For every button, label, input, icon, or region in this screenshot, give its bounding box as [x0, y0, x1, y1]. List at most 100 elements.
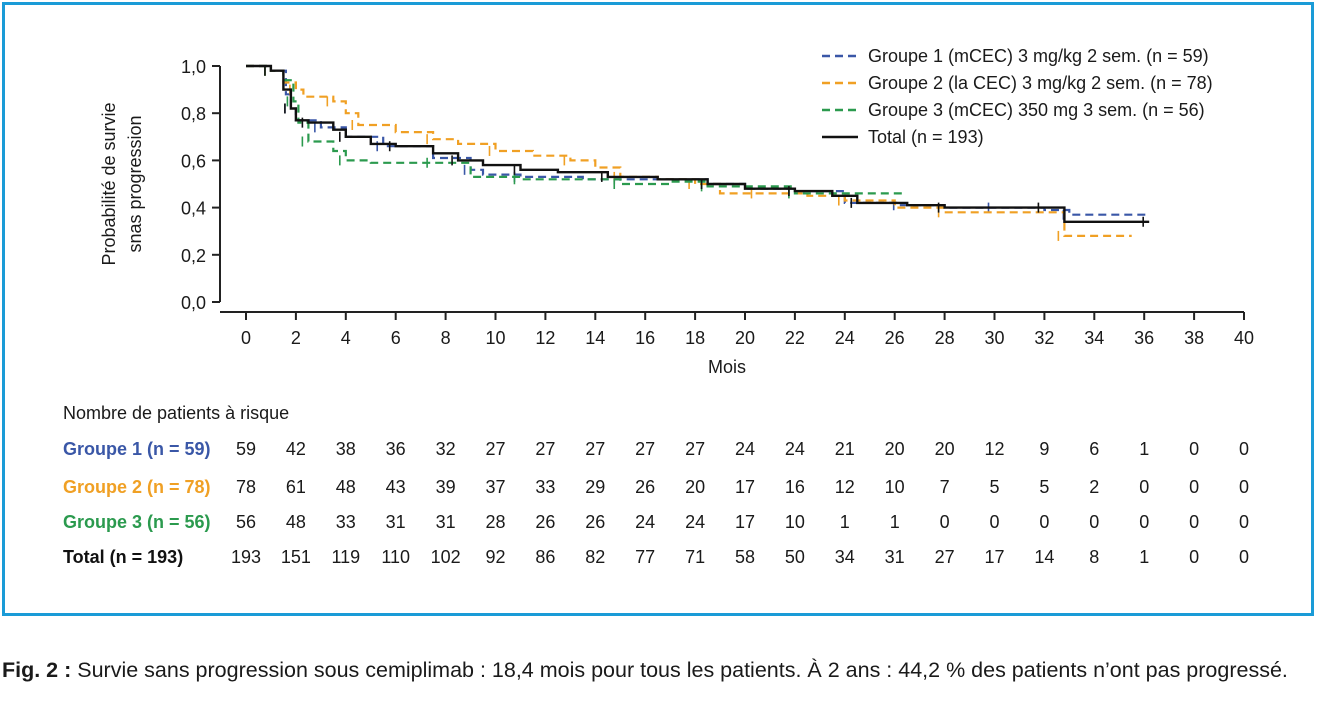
risk-cell: 10: [885, 477, 905, 497]
risk-cell: 33: [535, 477, 555, 497]
risk-cell: 5: [989, 477, 999, 497]
risk-cell: 24: [785, 439, 805, 459]
x-tick-label: 8: [441, 328, 451, 348]
risk-cell: 12: [835, 477, 855, 497]
risk-cell: 0: [1239, 477, 1249, 497]
risk-cell: 37: [485, 477, 505, 497]
risk-cell: 0: [1239, 512, 1249, 532]
risk-cell: 82: [585, 547, 605, 567]
risk-cell: 9: [1039, 439, 1049, 459]
risk-cell: 27: [935, 547, 955, 567]
legend: Groupe 1 (mCEC) 3 mg/kg 2 sem. (n = 59) G…: [822, 46, 1213, 147]
risk-cell: 33: [336, 512, 356, 532]
risk-cell: 61: [286, 477, 306, 497]
risk-cell: 0: [1189, 547, 1199, 567]
risk-cell: 110: [381, 547, 410, 567]
risk-cell: 24: [635, 512, 655, 532]
risk-cell: 36: [386, 439, 406, 459]
risk-cell: 1: [1139, 439, 1149, 459]
risk-row-label: Total (n = 193): [63, 547, 183, 567]
risk-cell: 24: [685, 512, 705, 532]
curve-3: [246, 64, 903, 195]
risk-cell: 12: [984, 439, 1004, 459]
risk-cell: 10: [785, 512, 805, 532]
risk-cell: 78: [236, 477, 256, 497]
risk-cell: 6: [1089, 439, 1099, 459]
risk-cell: 1: [840, 512, 850, 532]
x-tick-label: 12: [535, 328, 555, 348]
x-axis-title: Mois: [708, 357, 746, 377]
y-axis-title-line: Probabilité de survie: [99, 102, 119, 265]
x-tick-label: 22: [785, 328, 805, 348]
x-tick-label: 40: [1234, 328, 1254, 348]
x-tick-label: 14: [585, 328, 605, 348]
risk-cell: 32: [436, 439, 456, 459]
y-tick-label: 0,0: [181, 293, 206, 313]
risk-cell: 17: [735, 477, 755, 497]
x-tick-label: 28: [935, 328, 955, 348]
risk-cell: 7: [940, 477, 950, 497]
risk-cell: 31: [436, 512, 456, 532]
x-tick-label: 4: [341, 328, 351, 348]
y-tick-label: 1,0: [181, 57, 206, 77]
survival-chart: 0,00,20,40,60,81,00 2 4 6 8 10 12 14 16 18 20 22 24 2…: [63, 46, 1254, 567]
risk-cell: 27: [485, 439, 505, 459]
risk-cell: 58: [735, 547, 755, 567]
risk-cell: 28: [485, 512, 505, 532]
risk-cell: 26: [635, 477, 655, 497]
risk-cell: 31: [386, 512, 406, 532]
risk-cell: 1: [890, 512, 900, 532]
survival-curves: [246, 64, 1150, 241]
y-axis-title: Probabilité de survie snas progression: [99, 102, 145, 265]
risk-cell: 0: [1189, 477, 1199, 497]
risk-cell: 0: [989, 512, 999, 532]
risk-table: Nombre de patients à risque Groupe 1 (n =…: [63, 403, 1249, 567]
risk-cell: 27: [535, 439, 555, 459]
y-tick-label: 0,8: [181, 104, 206, 124]
risk-cell: 0: [1139, 512, 1149, 532]
risk-table-title: Nombre de patients à risque: [63, 403, 289, 423]
y-tick-label: 0,2: [181, 246, 206, 266]
risk-cell: 31: [885, 547, 905, 567]
risk-cell: 20: [885, 439, 905, 459]
risk-cell: 27: [635, 439, 655, 459]
risk-cell: 193: [231, 547, 261, 567]
y-tick-label: 0,4: [181, 199, 206, 219]
x-tick-label: 32: [1034, 328, 1054, 348]
risk-cell: 0: [1139, 477, 1149, 497]
risk-row-label: Groupe 1 (n = 59): [63, 439, 211, 459]
risk-cell: 5: [1039, 477, 1049, 497]
risk-cell: 0: [1239, 439, 1249, 459]
legend-label: Groupe 3 (mCEC) 350 mg 3 sem. (n = 56): [868, 100, 1205, 120]
risk-cell: 50: [785, 547, 805, 567]
risk-cell: 59: [236, 439, 256, 459]
risk-cell: 0: [1239, 547, 1249, 567]
risk-cell: 0: [1189, 439, 1199, 459]
risk-cell: 8: [1089, 547, 1099, 567]
x-tick-label: 38: [1184, 328, 1204, 348]
curve-2: [246, 64, 1132, 237]
risk-cell: 56: [236, 512, 256, 532]
risk-cell: 86: [535, 547, 555, 567]
caption-text: Survie sans progression sous cemiplimab …: [71, 658, 1288, 682]
y-axis-title-line: snas progression: [125, 115, 145, 252]
legend-label: Total (n = 193): [868, 127, 984, 147]
risk-cell: 16: [785, 477, 805, 497]
risk-cell: 27: [685, 439, 705, 459]
risk-cell: 71: [685, 547, 705, 567]
risk-cell: 38: [336, 439, 356, 459]
risk-cell: 0: [940, 512, 950, 532]
x-tick-label: 30: [984, 328, 1004, 348]
risk-cell: 14: [1034, 547, 1054, 567]
risk-cell: 39: [436, 477, 456, 497]
risk-cell: 48: [286, 512, 306, 532]
risk-cell: 0: [1189, 512, 1199, 532]
risk-cell: 24: [735, 439, 755, 459]
legend-label: Groupe 1 (mCEC) 3 mg/kg 2 sem. (n = 59): [868, 46, 1209, 66]
risk-cell: 77: [635, 547, 655, 567]
figure-caption: Fig. 2 : Survie sans progression sous ce…: [2, 655, 1320, 685]
x-tick-label: 34: [1084, 328, 1104, 348]
risk-cell: 26: [535, 512, 555, 532]
risk-cell: 17: [984, 547, 1004, 567]
risk-cell: 43: [386, 477, 406, 497]
